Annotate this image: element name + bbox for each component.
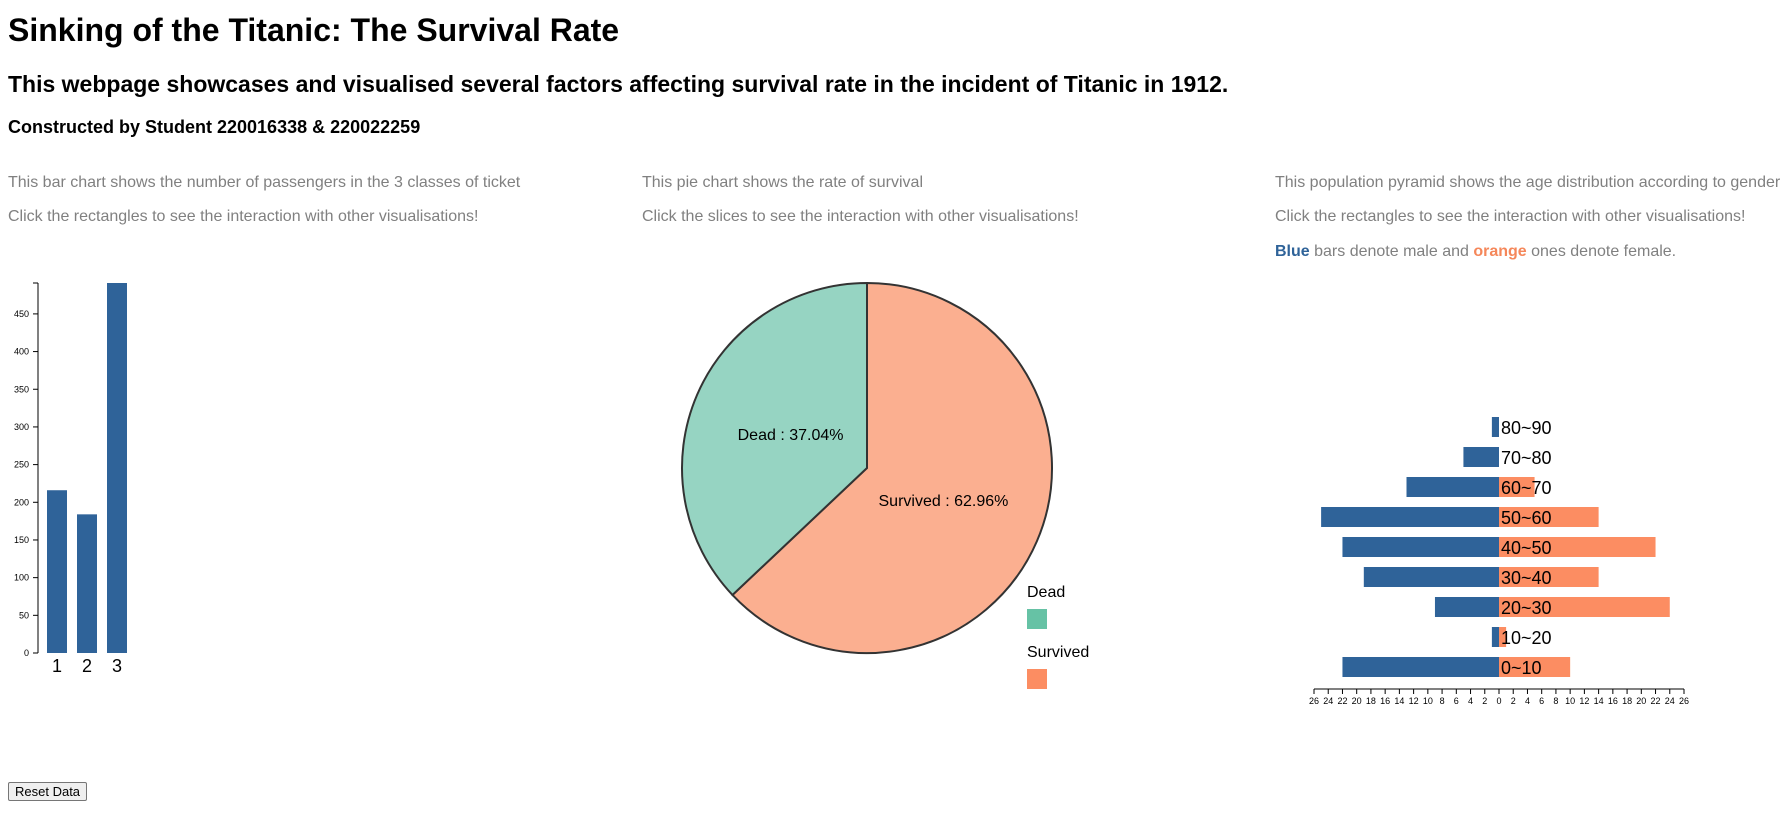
- page-subtitle: This webpage showcases and visualised se…: [8, 71, 1229, 97]
- pyramid-age-label: 60~70: [1501, 478, 1552, 498]
- pyramid-x-tick-label: 2: [1511, 696, 1516, 706]
- pyramid-x-tick-label: 6: [1539, 696, 1544, 706]
- bar-class-3[interactable]: [107, 283, 127, 653]
- pie-chart-description: This pie chart shows the rate of surviva…: [642, 174, 924, 191]
- pie-legend-swatch: [1027, 609, 1047, 629]
- pyramid-age-label: 80~90: [1501, 418, 1552, 438]
- pyramid-x-tick-label: 12: [1409, 696, 1419, 706]
- bar-chart-instruction: Click the rectangles to see the interact…: [8, 208, 479, 225]
- bar-category-label: 2: [82, 656, 92, 676]
- pyramid-x-tick-label: 4: [1468, 696, 1473, 706]
- pie-slice-dead[interactable]: [681, 281, 868, 597]
- pyramid-x-tick-label: 0: [1496, 696, 1501, 706]
- bar-y-tick-label: 250: [14, 460, 29, 470]
- page-title: Sinking of the Titanic: The Survival Rat…: [8, 12, 620, 48]
- pyramid-x-tick-label: 26: [1309, 696, 1319, 706]
- bar-y-tick-label: 300: [14, 422, 29, 432]
- pyramid-x-tick-label: 20: [1636, 696, 1646, 706]
- bar-y-tick-label: 50: [19, 610, 29, 620]
- pyramid-x-tick-label: 10: [1565, 696, 1575, 706]
- pyramid-x-tick-label: 22: [1337, 696, 1347, 706]
- pyramid-x-tick-label: 12: [1579, 696, 1589, 706]
- bar-category-label: 3: [112, 656, 122, 676]
- pie-chart-instruction: Click the slices to see the interaction …: [642, 208, 1079, 225]
- bar-chart-description: This bar chart shows the number of passe…: [8, 174, 521, 191]
- credit-line: Constructed by Student 220016338 & 22002…: [8, 117, 421, 137]
- pyramid-age-label: 70~80: [1501, 448, 1552, 468]
- pyramid-x-tick-label: 24: [1323, 696, 1333, 706]
- pyramid-age-label: 10~20: [1501, 628, 1552, 648]
- bar-y-tick-label: 200: [14, 497, 29, 507]
- pyramid-male-bar-40~50[interactable]: [1342, 537, 1499, 557]
- pyramid-female-bar-30~40[interactable]: [1499, 567, 1599, 587]
- pyramid-x-tick-label: 8: [1553, 696, 1558, 706]
- pyramid-x-tick-label: 20: [1352, 696, 1362, 706]
- bar-class-1[interactable]: [47, 490, 67, 653]
- pyramid-color-legend: Blue bars denote male and orange ones de…: [1275, 243, 1676, 261]
- pyramid-x-tick-label: 14: [1394, 696, 1404, 706]
- bar-category-label: 1: [52, 656, 62, 676]
- pie-legend-label: Survived: [1027, 644, 1089, 661]
- pyramid-x-tick-label: 18: [1622, 696, 1632, 706]
- pyramid-x-tick-label: 16: [1608, 696, 1618, 706]
- bar-y-tick-label: 0: [24, 648, 29, 658]
- pyramid-female-bar-20~30[interactable]: [1499, 597, 1670, 617]
- pyramid-male-bar-10~20[interactable]: [1491, 627, 1499, 647]
- pyramid-instruction: Click the rectangles to see the interact…: [1275, 208, 1746, 225]
- pyramid-male-bar-60~70[interactable]: [1406, 477, 1500, 497]
- pie-slice-label: Dead : 37.04%: [738, 427, 844, 444]
- bar-y-tick-label: 350: [14, 384, 29, 394]
- bar-y-tick-label: 150: [14, 535, 29, 545]
- pyramid-x-tick-label: 26: [1679, 696, 1689, 706]
- pie-legend-swatch: [1027, 669, 1047, 689]
- legend-text-end: ones denote female.: [1526, 243, 1677, 260]
- legend-blue-word: Blue: [1275, 243, 1310, 260]
- pyramid-male-bar-70~80[interactable]: [1463, 447, 1499, 467]
- pyramid-male-bar-0~10[interactable]: [1342, 657, 1499, 677]
- pyramid-female-bar-40~50[interactable]: [1499, 537, 1656, 557]
- pyramid-x-tick-label: 22: [1651, 696, 1661, 706]
- pie-slice-survived[interactable]: [731, 281, 1053, 654]
- pyramid-female-bar-0~10[interactable]: [1499, 657, 1571, 677]
- pyramid-age-label: 30~40: [1501, 568, 1552, 588]
- pyramid-male-bar-80~90[interactable]: [1491, 417, 1499, 437]
- pyramid-age-label: 50~60: [1501, 508, 1552, 528]
- pyramid-x-tick-label: 16: [1380, 696, 1390, 706]
- pie-legend-label: Dead: [1027, 584, 1065, 601]
- pyramid-female-bar-50~60[interactable]: [1499, 507, 1599, 527]
- pyramid-male-bar-50~60[interactable]: [1321, 507, 1499, 527]
- bar-y-tick-label: 400: [14, 347, 29, 357]
- pyramid-female-bar-60~70[interactable]: [1499, 477, 1535, 497]
- pyramid-age-label: 0~10: [1501, 658, 1542, 678]
- legend-orange-word: orange: [1473, 243, 1527, 260]
- pyramid-x-tick-label: 2: [1482, 696, 1487, 706]
- pyramid-male-bar-20~30[interactable]: [1434, 597, 1499, 617]
- pyramid-x-tick-label: 14: [1594, 696, 1604, 706]
- pyramid-x-tick-label: 6: [1454, 696, 1459, 706]
- legend-text-mid: bars denote male and: [1309, 243, 1474, 260]
- pyramid-x-tick-label: 4: [1525, 696, 1530, 706]
- pie-slice-label: Survived : 62.96%: [879, 493, 1009, 510]
- pyramid-description: This population pyramid shows the age di…: [1275, 174, 1781, 191]
- bar-class-2[interactable]: [77, 514, 97, 653]
- reset-data-button[interactable]: Reset Data: [8, 782, 88, 801]
- pyramid-x-tick-label: 10: [1423, 696, 1433, 706]
- pyramid-male-bar-30~40[interactable]: [1363, 567, 1499, 587]
- pyramid-age-label: 20~30: [1501, 598, 1552, 618]
- pyramid-x-tick-label: 24: [1665, 696, 1675, 706]
- bar-y-tick-label: 450: [14, 309, 29, 319]
- pyramid-female-bar-10~20[interactable]: [1499, 627, 1507, 647]
- pyramid-x-tick-label: 8: [1440, 696, 1445, 706]
- pyramid-age-label: 40~50: [1501, 538, 1552, 558]
- pyramid-x-tick-label: 18: [1366, 696, 1376, 706]
- bar-y-tick-label: 100: [14, 573, 29, 583]
